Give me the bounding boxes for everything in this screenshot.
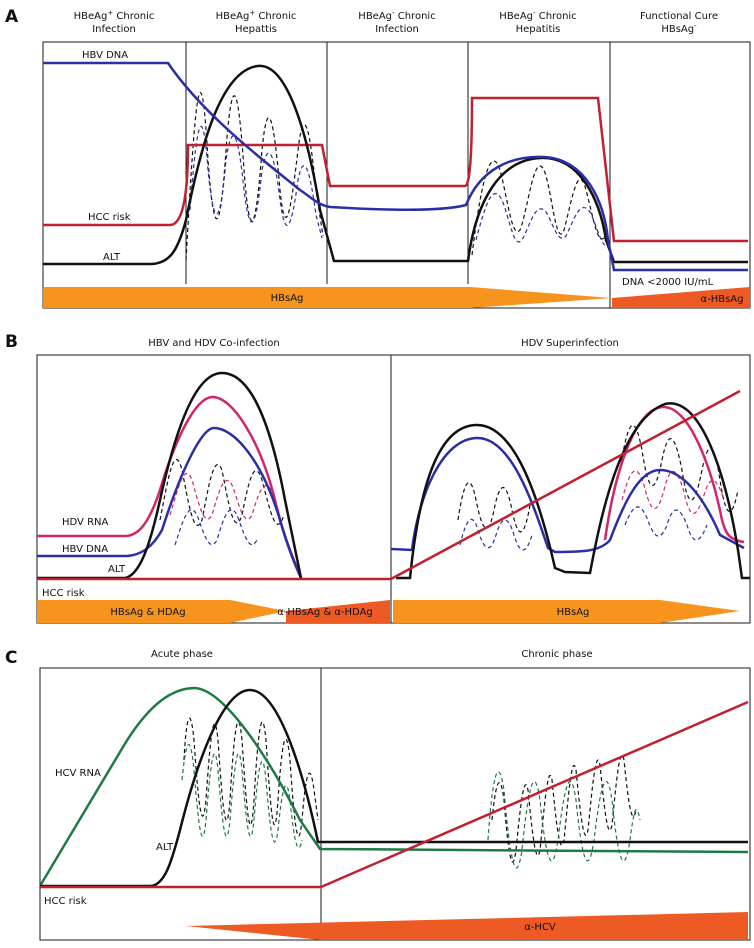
alt-flare-c1 xyxy=(183,717,319,837)
panel-c-frame xyxy=(39,667,751,941)
panel-a-letter: A xyxy=(5,7,19,27)
hcv-rna-flare-c2 xyxy=(487,771,641,869)
phase-a5-line1: Functional Cure xyxy=(640,11,718,22)
hcc-risk-label-a: HCC risk xyxy=(88,212,131,223)
alt-flare-c2 xyxy=(491,754,637,863)
hbv-dna-line-b2 xyxy=(390,436,745,554)
hbv-dna-line-b1 xyxy=(37,426,303,579)
alt-flare-b2b xyxy=(619,424,739,512)
anti-hbsag-bar-a xyxy=(612,287,750,308)
alt-label-c: ALT xyxy=(156,842,174,853)
hbv-dna-label-b: HBV DNA xyxy=(62,544,108,555)
panel-c-letter: C xyxy=(5,648,17,668)
hcv-rna-label-c: HCV RNA xyxy=(55,768,101,779)
anti-hbsag-hdag-bar xyxy=(286,600,390,623)
panel-a: A HBeAg+ Chronic Infection HBeAg+ Chroni… xyxy=(5,7,751,309)
hcc-risk-line-c xyxy=(40,700,749,889)
panel-b: B HBV and HDV Co-infection HDV Superinfe… xyxy=(5,332,751,624)
phase-b2-header: HDV Superinfection xyxy=(521,338,619,349)
hcv-rna-flare-c1 xyxy=(181,744,303,849)
alt-flare-a4 xyxy=(471,160,607,256)
alt-label-b: ALT xyxy=(108,564,126,575)
hbsag-bar-label-b: HBsAg xyxy=(557,607,590,618)
phase-b1-header: HBV and HDV Co-infection xyxy=(148,338,279,349)
panel-c: C Acute phase Chronic phase HCV RNA ALT … xyxy=(5,648,751,941)
panel-b-letter: B xyxy=(5,332,18,352)
alt-flare-b1 xyxy=(159,459,285,526)
phase-a2-line2: Hepattis xyxy=(235,24,277,35)
phase-a4-line1: HBeAg- Chronic xyxy=(499,9,576,22)
alt-flare-b2a xyxy=(457,481,531,533)
anti-hbsag-hdag-bar-label: α-HBsAg & α-HDAg xyxy=(277,607,373,618)
hcc-risk-label-b: HCC risk xyxy=(42,588,85,599)
alt-flare-a2 xyxy=(185,92,324,261)
phase-a5-line2: HBsAg- xyxy=(661,22,697,35)
hbv-dna-flare-a2 xyxy=(189,125,323,239)
hcc-risk-label-c: HCC risk xyxy=(44,896,87,907)
hbsag-bar-b xyxy=(393,600,740,623)
panel-b-frame xyxy=(36,354,751,624)
phase-a3-line2: Infection xyxy=(375,24,419,35)
hdv-rna-line-b2 xyxy=(603,405,745,544)
hdv-rna-label-b: HDV RNA xyxy=(62,517,108,528)
hdv-rna-flare-b2 xyxy=(621,470,725,514)
phase-a1-line2: Infection xyxy=(92,24,136,35)
phase-c1-header: Acute phase xyxy=(151,649,213,660)
alt-label-a: ALT xyxy=(103,252,121,263)
phase-a3-line1: HBeAg- Chronic xyxy=(358,9,435,22)
alt-line-c xyxy=(40,688,748,888)
anti-hcv-bar xyxy=(186,912,748,940)
phase-a2-line1: HBeAg+ Chronic xyxy=(216,9,297,22)
hbv-dna-label-a: HBV DNA xyxy=(82,50,128,61)
alt-line-b1 xyxy=(37,371,303,580)
hbv-dna-flare-b2a xyxy=(459,518,533,551)
hbv-dna-flare-b2b xyxy=(624,506,708,541)
hdv-rna-flare-b1 xyxy=(169,472,273,520)
anti-hbsag-bar-label-a: α-HBsAg xyxy=(701,294,744,305)
panel-a-frame xyxy=(42,41,751,309)
phase-a1-line1: HBeAg+ Chronic xyxy=(74,9,155,22)
hbsag-hdag-bar xyxy=(37,600,286,623)
hbsag-bar-label-a: HBsAg xyxy=(271,293,304,304)
hbv-dna-flare-a4 xyxy=(475,193,609,247)
hcv-rna-line-c xyxy=(38,686,749,887)
phase-c2-header: Chronic phase xyxy=(521,649,592,660)
phase-a4-line2: Hepatitis xyxy=(516,24,561,35)
dna-threshold-label: DNA <2000 IU/mL xyxy=(622,277,714,288)
hcc-risk-line-b xyxy=(37,389,741,581)
alt-line-b2 xyxy=(396,402,750,580)
alt-line-a xyxy=(43,64,748,266)
hbv-dna-flare-b1 xyxy=(174,509,258,546)
hbsag-hdag-bar-label: HBsAg & HDAg xyxy=(110,607,185,618)
hbv-dna-line-a xyxy=(43,61,748,272)
hcc-risk-line-a xyxy=(43,96,748,243)
anti-hcv-bar-label: α-HCV xyxy=(524,922,556,933)
hbsag-bar-a xyxy=(43,287,612,308)
